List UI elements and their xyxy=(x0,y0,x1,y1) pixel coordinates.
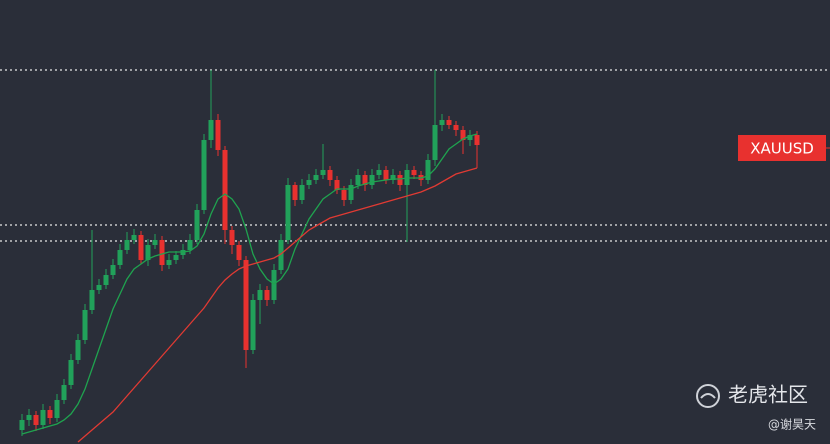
candle-body xyxy=(47,410,53,418)
candle-body xyxy=(117,250,123,265)
candle-body xyxy=(369,175,375,185)
author: @谢昊天 xyxy=(768,417,816,432)
candle-body xyxy=(82,310,88,340)
candle-body xyxy=(362,175,368,185)
candle-body xyxy=(187,240,193,250)
candle-body xyxy=(131,235,137,240)
candle-body xyxy=(250,300,256,350)
candle-body xyxy=(243,260,249,350)
candle-body xyxy=(446,120,452,125)
candle-body xyxy=(159,240,165,265)
candle-body xyxy=(40,410,46,425)
moving-average-line xyxy=(21,133,478,435)
candle-body xyxy=(439,120,445,125)
candle-body xyxy=(432,125,438,160)
price-tag-box xyxy=(738,135,826,161)
candle-body xyxy=(355,175,361,185)
candle-body xyxy=(208,120,214,140)
candle-body xyxy=(292,185,298,200)
candle-body xyxy=(348,185,354,200)
candle-body xyxy=(411,170,417,175)
candle-body xyxy=(306,180,312,185)
candle-body xyxy=(327,170,333,180)
candle-body xyxy=(299,185,305,200)
candle-body xyxy=(264,290,270,300)
candle-body xyxy=(425,160,431,180)
candle-body xyxy=(376,170,382,175)
candle-body xyxy=(397,175,403,185)
candle-body xyxy=(33,415,39,425)
candle-body xyxy=(215,120,221,150)
candle-body xyxy=(89,290,95,310)
candle-body xyxy=(341,190,347,200)
candle-body xyxy=(271,270,277,300)
candle-body xyxy=(285,185,291,240)
logo xyxy=(696,384,720,408)
candle-body xyxy=(278,240,284,270)
candle-body xyxy=(110,265,116,275)
candle-body xyxy=(229,230,235,245)
candle-body xyxy=(236,245,242,260)
candle-body xyxy=(313,175,319,180)
candle-body xyxy=(222,150,228,230)
candle-body xyxy=(334,180,340,190)
candle-body xyxy=(145,245,151,260)
candle-body xyxy=(320,170,326,175)
candle-body xyxy=(467,135,473,140)
moving-average-line xyxy=(77,167,478,443)
price-tag-label: XAUUSD xyxy=(750,140,814,158)
candle-body xyxy=(138,235,144,260)
candle-body xyxy=(124,240,130,250)
brand: 老虎社区 xyxy=(728,383,808,407)
candle-body xyxy=(103,275,109,285)
candle-body xyxy=(19,420,25,430)
candle-body xyxy=(61,385,67,400)
candle-body xyxy=(152,240,158,245)
candle-body xyxy=(390,175,396,180)
candle-body xyxy=(166,260,172,265)
candle-body xyxy=(75,340,81,360)
candle-body xyxy=(201,140,207,210)
candle-body xyxy=(257,290,263,300)
logo-mark xyxy=(700,393,716,399)
candle-body xyxy=(194,210,200,240)
watermark: 老虎社区 @谢昊天 xyxy=(696,383,816,432)
candle-body xyxy=(460,130,466,140)
candle-body xyxy=(96,285,102,290)
candle-body xyxy=(26,415,32,420)
candle-body xyxy=(453,125,459,130)
candle-body xyxy=(68,360,74,385)
candle-body xyxy=(173,255,179,260)
candle-body xyxy=(54,400,60,418)
candle-body xyxy=(383,170,389,180)
candle-body xyxy=(474,135,480,145)
